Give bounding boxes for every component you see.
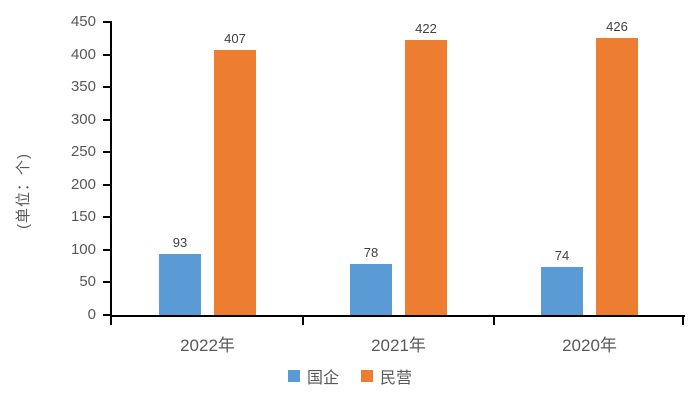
- bar-value-label: 407: [224, 31, 246, 46]
- legend-swatch-icon: [361, 370, 373, 382]
- bar-value-label: 74: [554, 247, 570, 263]
- x-category-label: 2021年: [371, 336, 426, 355]
- y-tick-label: 200: [70, 175, 96, 193]
- y-tick-label: 100: [70, 240, 96, 258]
- bar-民营-2020年: [596, 37, 638, 315]
- y-tick-mark: [103, 281, 112, 284]
- legend-label: 民营: [380, 370, 413, 387]
- x-tick-mark: [110, 315, 112, 325]
- y-tick-label: 450: [70, 13, 96, 30]
- bar-value-label: 93: [172, 235, 188, 251]
- y-tick-mark: [103, 21, 112, 23]
- y-axis-title: (单位：个): [15, 153, 32, 229]
- bar-民营-2022年: [214, 50, 256, 315]
- legend-item-民营: 民营: [361, 364, 412, 388]
- x-tick-mark: [302, 315, 304, 325]
- y-tick-label: 250: [70, 143, 96, 161]
- y-tick-mark: [103, 216, 112, 219]
- bar-value-label: 426: [606, 18, 628, 34]
- legend-item-国企: 国企: [287, 364, 339, 388]
- bar-国企-2021年: [350, 264, 392, 315]
- plot-area: 0 50 100 150 200 250 300 350 400 450 2022年 93 407 202…: [71, 13, 685, 355]
- y-tick-label: 300: [70, 110, 96, 128]
- y-tick-mark: [103, 314, 112, 316]
- y-tick-mark: [103, 86, 112, 89]
- bar-民营-2021年: [405, 40, 447, 315]
- y-tick-label: 150: [70, 208, 96, 226]
- bar-国企-2022年: [159, 254, 201, 315]
- bar-value-label: 422: [415, 21, 437, 37]
- bar-value-label: 78: [363, 245, 379, 261]
- bar-国企-2020年: [541, 266, 583, 315]
- legend-label: 国企: [306, 370, 339, 387]
- x-category-label: 2020年: [562, 336, 617, 355]
- x-category-label: 2022年: [180, 336, 235, 355]
- y-tick-label: 50: [79, 273, 96, 291]
- y-tick-mark: [103, 151, 112, 154]
- x-tick-mark: [493, 315, 495, 325]
- legend-swatch-icon: [287, 370, 300, 382]
- y-tick-mark: [103, 248, 112, 251]
- y-tick-label: 400: [70, 45, 96, 63]
- y-tick-mark: [103, 118, 112, 121]
- y-tick-label: 0: [87, 306, 96, 323]
- x-tick-mark: [682, 315, 684, 325]
- legend: 国企 民营: [0, 364, 700, 388]
- y-tick-mark: [103, 53, 112, 56]
- y-tick-mark: [103, 183, 112, 186]
- y-tick-label: 350: [70, 78, 96, 96]
